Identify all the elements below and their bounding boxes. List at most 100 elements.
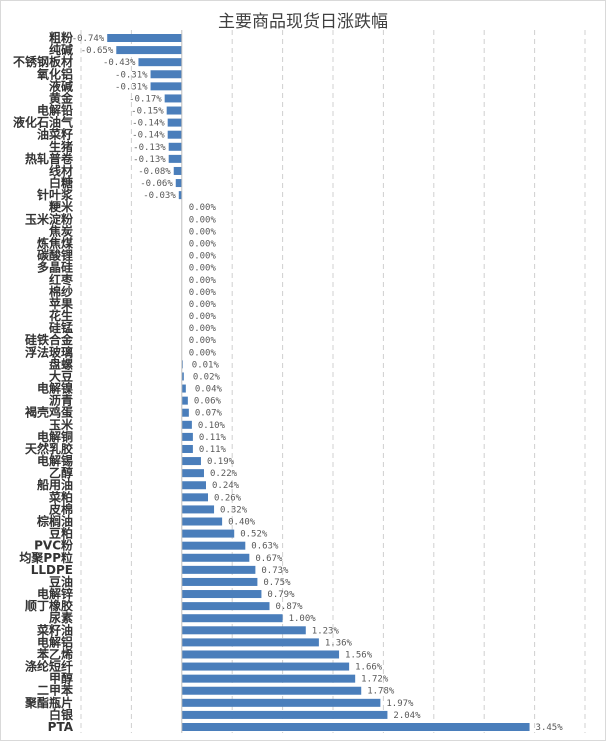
data-label: -0.74% (72, 34, 105, 44)
category-label: 白糖 (49, 175, 73, 190)
bar (181, 396, 188, 405)
bar (175, 179, 182, 188)
data-label: 0.07% (195, 409, 223, 419)
category-label: 盘螺 (49, 356, 73, 371)
data-label: 1.56% (345, 650, 373, 660)
bar (181, 444, 193, 453)
bar (181, 457, 201, 466)
bar (168, 154, 182, 163)
category-label: 氧化铝 (36, 66, 73, 81)
category-label: 花生 (49, 308, 73, 323)
bar (181, 577, 258, 586)
data-label: 0.11% (199, 445, 227, 455)
category-label: 电解镍 (37, 381, 73, 396)
chart-title: 主要商品现货日涨跌幅 (218, 12, 388, 32)
data-label: 0.00% (189, 276, 217, 286)
data-label: 1.78% (367, 687, 395, 697)
bar (181, 565, 256, 574)
category-label: 电解铜 (37, 429, 73, 444)
category-label: 菜粕 (48, 489, 73, 504)
category-label: 苯乙烯 (36, 646, 73, 661)
category-label: 沥青 (49, 393, 73, 408)
data-label: 0.40% (228, 518, 256, 528)
category-label: 大豆 (49, 368, 73, 383)
data-label: 0.00% (189, 324, 217, 334)
category-label: 顺丁橡胶 (25, 598, 73, 613)
bar (116, 46, 182, 55)
category-label: 甲醇 (49, 671, 73, 686)
data-label: -0.15% (131, 107, 164, 117)
bar (164, 94, 182, 103)
data-label: 1.23% (312, 626, 340, 636)
category-label: 二甲苯 (37, 683, 74, 698)
category-label: 白银 (49, 707, 74, 722)
category-label: 尿素 (49, 610, 73, 625)
category-label: 油菜籽 (37, 127, 73, 142)
category-label: 棕榈油 (36, 514, 73, 529)
bar (181, 517, 223, 526)
data-label: -0.31% (115, 70, 148, 80)
category-label: 纯碱 (49, 42, 73, 57)
data-label: 0.73% (261, 566, 289, 576)
category-label: 生猪 (49, 139, 73, 154)
category-label: 液碱 (49, 78, 73, 93)
category-label: 多晶硅 (37, 260, 73, 275)
data-label: -0.03% (143, 191, 176, 201)
data-label: 0.75% (263, 578, 291, 588)
bar (181, 529, 235, 538)
data-label: -0.31% (115, 82, 148, 92)
bar (181, 650, 340, 659)
bar (178, 191, 182, 200)
bar (150, 70, 182, 79)
data-label: 0.00% (189, 348, 217, 358)
bar (168, 142, 182, 151)
category-label: 电解铅 (37, 103, 73, 118)
bar (173, 166, 182, 175)
category-label: 涤纶短纤 (25, 659, 73, 674)
bar (181, 505, 215, 514)
bar (107, 34, 182, 42)
category-label: 乙醇 (49, 465, 73, 480)
category-label: LLDPE (31, 563, 73, 577)
category-label: 针叶浆 (37, 187, 74, 202)
data-label: -0.13% (133, 143, 166, 153)
category-label: 天然乳胶 (25, 441, 73, 456)
bar (150, 82, 182, 91)
data-label: 0.00% (189, 239, 217, 249)
category-label: 炼焦煤 (37, 235, 73, 250)
data-label: 0.11% (199, 433, 227, 443)
data-label: 0.04% (195, 385, 223, 395)
bar (181, 590, 262, 599)
bar (181, 493, 209, 502)
category-label: 苹果 (49, 296, 73, 311)
bar (181, 360, 183, 369)
data-label: 1.72% (361, 675, 389, 685)
bar (181, 614, 283, 623)
bar (181, 384, 186, 393)
category-label: 热轧普卷 (25, 151, 74, 166)
category-label: 不锈钢板材 (13, 54, 73, 69)
bar (167, 118, 182, 127)
category-label: 线材 (49, 163, 73, 178)
data-label: 0.32% (220, 505, 248, 515)
bar (181, 481, 206, 490)
data-label: 0.00% (189, 215, 217, 225)
category-label: 黄金 (49, 90, 74, 105)
category-label: 红枣 (49, 272, 74, 287)
data-label: 0.79% (267, 590, 295, 600)
data-label: -0.13% (133, 155, 166, 165)
data-label: -0.14% (132, 119, 165, 129)
data-label: 0.67% (255, 554, 283, 564)
bar (181, 686, 362, 695)
bar (181, 408, 189, 417)
data-label: 0.52% (240, 530, 268, 540)
data-label: 0.00% (189, 336, 217, 346)
category-label: 棉纱 (49, 284, 73, 299)
bar (181, 553, 250, 562)
category-label: PTA (48, 720, 74, 734)
category-label: 液化石油气 (13, 115, 73, 130)
bar (181, 469, 204, 478)
category-label: 褐壳鸡蛋 (24, 405, 73, 420)
